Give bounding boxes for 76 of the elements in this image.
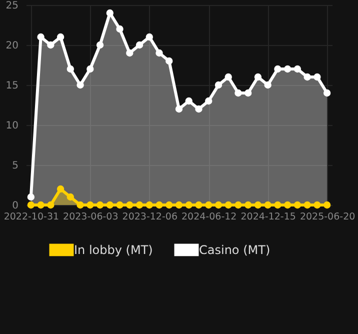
legend-label: Casino (MT) bbox=[199, 242, 270, 257]
point bbox=[304, 201, 311, 209]
point bbox=[146, 201, 153, 209]
point bbox=[205, 201, 212, 209]
point bbox=[66, 193, 74, 201]
point bbox=[106, 201, 114, 209]
point bbox=[27, 201, 35, 209]
x-tick-label: 2024-06-12 bbox=[182, 212, 237, 222]
point bbox=[274, 201, 282, 209]
point bbox=[314, 73, 321, 81]
point bbox=[264, 201, 272, 209]
y-tick-label: 25 bbox=[6, 0, 18, 12]
point bbox=[175, 105, 183, 113]
point bbox=[47, 201, 54, 209]
point bbox=[116, 25, 124, 33]
point bbox=[156, 49, 163, 57]
y-tick-label: 20 bbox=[6, 40, 18, 52]
point bbox=[86, 65, 94, 73]
point bbox=[47, 41, 54, 49]
point bbox=[126, 49, 134, 57]
x-tick-label: 2023-06-03 bbox=[63, 212, 118, 222]
point bbox=[96, 201, 104, 209]
point bbox=[294, 65, 302, 73]
point bbox=[224, 73, 232, 81]
y-tick-label: 10 bbox=[6, 120, 18, 132]
point bbox=[66, 65, 74, 73]
point bbox=[323, 89, 331, 97]
point bbox=[136, 201, 144, 209]
x-tick-label: 2023-12-06 bbox=[122, 212, 178, 222]
y-tick-label: 15 bbox=[6, 80, 18, 92]
point bbox=[234, 201, 242, 209]
point bbox=[37, 201, 44, 209]
point bbox=[205, 97, 212, 105]
point bbox=[234, 89, 242, 97]
point bbox=[166, 201, 173, 209]
point bbox=[76, 201, 84, 209]
point bbox=[294, 201, 302, 209]
point bbox=[126, 201, 134, 209]
point bbox=[284, 201, 292, 209]
point bbox=[254, 73, 262, 81]
point bbox=[254, 201, 262, 209]
point bbox=[56, 185, 64, 193]
point bbox=[264, 81, 272, 89]
x-tick-label: 2022-10-31 bbox=[4, 212, 60, 222]
point bbox=[224, 201, 232, 209]
point bbox=[27, 193, 35, 201]
point bbox=[284, 65, 292, 73]
x-tick-label: 2025-06-20 bbox=[300, 212, 356, 222]
point bbox=[96, 41, 104, 49]
y-tick-label: 5 bbox=[12, 160, 18, 172]
point bbox=[156, 201, 163, 209]
point bbox=[214, 201, 222, 209]
point bbox=[116, 201, 124, 209]
x-tick-label: 2024-12-15 bbox=[240, 212, 296, 222]
point bbox=[185, 97, 192, 105]
y-tick-label: 0 bbox=[12, 200, 18, 212]
point bbox=[323, 201, 331, 209]
point bbox=[146, 33, 153, 41]
point bbox=[56, 33, 64, 41]
point bbox=[166, 57, 173, 65]
point bbox=[195, 105, 202, 113]
point bbox=[86, 201, 94, 209]
point bbox=[314, 201, 321, 209]
point bbox=[274, 65, 282, 73]
point bbox=[76, 81, 84, 89]
point bbox=[175, 201, 183, 209]
point bbox=[136, 41, 144, 49]
point bbox=[214, 81, 222, 89]
point bbox=[244, 201, 252, 209]
legend-label: In lobby (MT) bbox=[74, 242, 153, 257]
point bbox=[195, 201, 202, 209]
point bbox=[244, 89, 252, 97]
point bbox=[185, 201, 192, 209]
point bbox=[304, 73, 311, 81]
point bbox=[106, 9, 114, 17]
point bbox=[37, 33, 44, 41]
